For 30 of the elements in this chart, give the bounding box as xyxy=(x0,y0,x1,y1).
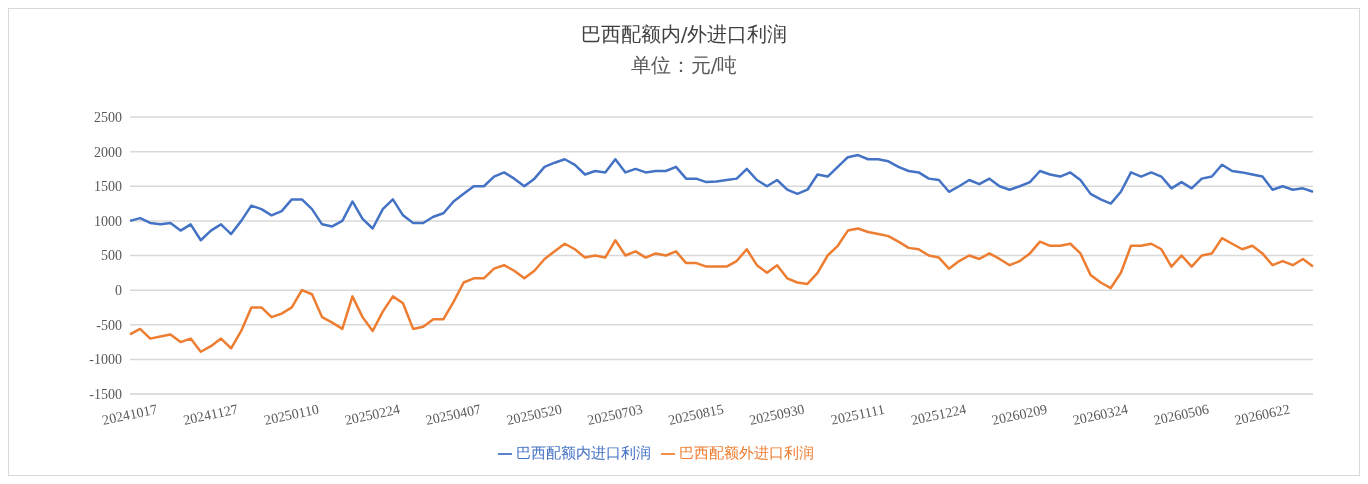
x-tick-label: 20260622 xyxy=(1233,401,1292,428)
x-tick-label: 20241127 xyxy=(181,401,240,428)
y-tick-label: 1500 xyxy=(94,179,122,195)
x-tick-label: 20250407 xyxy=(424,401,483,428)
line-series xyxy=(128,153,1315,242)
x-tick-label: 20250520 xyxy=(505,401,564,428)
y-tick-label: 2000 xyxy=(94,144,122,160)
x-tick-label: 20251224 xyxy=(909,401,968,428)
y-tick-label: -1500 xyxy=(89,386,122,402)
x-tick-label: 20250815 xyxy=(667,401,725,428)
x-tick-label: 20251111 xyxy=(829,401,886,428)
line-series xyxy=(128,227,1315,354)
x-tick-label: 20250224 xyxy=(343,401,402,428)
legend-label: 巴西配额外进口利润 xyxy=(679,444,814,462)
x-tick-label: 20260209 xyxy=(990,401,1049,428)
y-tick-label: 2500 xyxy=(94,109,122,125)
y-tick-label: -500 xyxy=(96,317,122,333)
chart-subtitle: 单位：元/吨 xyxy=(629,52,739,79)
x-tick-label: 20250703 xyxy=(586,401,645,428)
y-tick-label: 1000 xyxy=(94,213,122,229)
legend-label: 巴西配额内进口利润 xyxy=(516,444,651,462)
x-tick-label: 20260324 xyxy=(1071,401,1130,428)
y-tick-label: 0 xyxy=(115,283,122,299)
y-tick-label: 500 xyxy=(101,248,122,264)
x-tick-label: 20250930 xyxy=(747,401,806,428)
x-tick-label: 20241017 xyxy=(100,401,159,428)
x-tick-label: 20250110 xyxy=(262,401,321,428)
y-tick-label: -1000 xyxy=(89,352,122,368)
chart-title: 巴西配额内/外进口利润 xyxy=(579,21,789,48)
x-tick-label: 20260506 xyxy=(1152,401,1211,428)
